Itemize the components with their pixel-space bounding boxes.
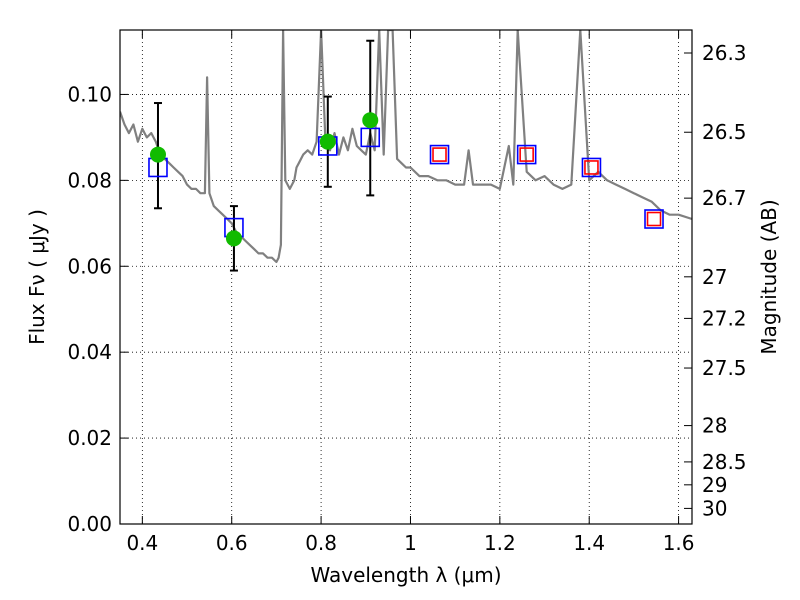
y-tick-label: 0.06 [67, 254, 112, 278]
blue-square-marker [581, 157, 602, 178]
x-tick-label: 0.6 [216, 531, 248, 555]
y-tick-label: 0.10 [67, 82, 112, 106]
green-circle-marker [225, 230, 242, 247]
y2-axis-label: Magnitude (AB) [757, 199, 781, 354]
y2-tick-label: 27 [702, 265, 727, 289]
x-axis-label: Wavelength λ (μm) [310, 563, 501, 587]
x-tick-label: 1.6 [663, 531, 695, 555]
photometry-markers [148, 112, 664, 247]
y2-tick-label: 27.2 [702, 306, 747, 330]
red-square-marker [646, 211, 662, 227]
red-square-marker [519, 147, 534, 162]
y-tick-label: 0.04 [67, 340, 112, 364]
y2-tick-label: 30 [702, 496, 727, 520]
x-tick-label: 0.4 [126, 531, 158, 555]
y-tick-label: 0.02 [67, 426, 112, 450]
y2-tick-label: 26.5 [702, 120, 747, 144]
x-tick-label: 1.4 [573, 531, 605, 555]
blue-square-marker [360, 127, 381, 148]
y-tick-label: 0.00 [67, 512, 112, 536]
model-spectrum [120, 30, 692, 264]
y-tick-label: 0.08 [67, 168, 112, 192]
blue-square-marker [429, 144, 450, 165]
green-circle-marker [319, 133, 336, 150]
blue-square-marker [516, 144, 537, 165]
x-tick-label: 0.8 [305, 531, 337, 555]
y2-tick-label: 26.7 [702, 186, 747, 210]
spectrum-line [120, 30, 692, 264]
x-tick-label: 1 [404, 531, 417, 555]
y2-tick-label: 27.5 [702, 356, 747, 380]
y2-tick-label: 28.5 [702, 450, 747, 474]
blue-square-marker [644, 209, 664, 229]
error-bars [153, 39, 375, 272]
green-circle-marker [149, 146, 166, 163]
y2-tick-label: 26.3 [702, 41, 747, 65]
axis-ticks: 0.4 0.6 0.8 1 1.2 1.4 1.6 0.00 0.02 0.04 0.06 0.08 0… [67, 30, 747, 555]
green-circle-marker [362, 112, 379, 129]
x-tick-label: 1.2 [484, 531, 516, 555]
y-axis-label: Flux Fν ( μJy ) [25, 209, 49, 345]
y2-tick-label: 29 [702, 473, 727, 497]
red-square-marker [584, 160, 599, 175]
red-square-marker [432, 147, 447, 162]
y2-tick-label: 28 [702, 414, 727, 438]
